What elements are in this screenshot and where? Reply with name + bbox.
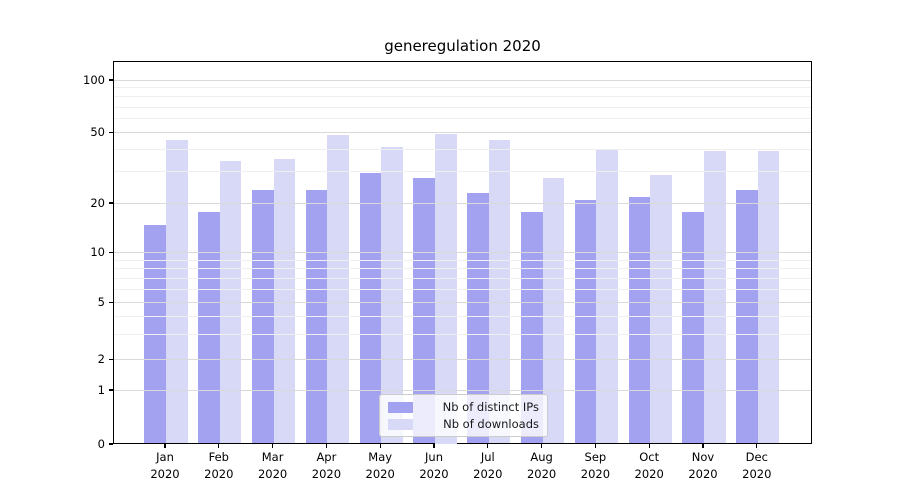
bar-distinct-ips-may	[359, 172, 382, 444]
major-gridline	[114, 302, 811, 304]
y-tick-label: 1	[97, 382, 105, 397]
legend-swatch-distinct-ips	[388, 401, 413, 413]
x-tick-mark	[379, 444, 381, 448]
bar-downloads-may	[381, 146, 403, 444]
y-tick-label: 5	[97, 295, 105, 310]
legend-label-distinct-ips: Nb of distinct IPs	[442, 400, 539, 414]
y-tick-label: 20	[90, 195, 105, 210]
minor-gridline	[114, 87, 811, 89]
y-tick-mark	[109, 389, 113, 391]
minor-gridline	[114, 315, 811, 317]
x-tick-label-jul: Jul 2020	[473, 450, 503, 481]
minor-gridline	[114, 106, 811, 108]
major-gridline	[114, 132, 811, 133]
y-tick-mark	[109, 131, 113, 134]
bar-distinct-ips-nov	[682, 211, 704, 444]
legend-entry-distinct-ips: Nb of distinct IPs	[388, 400, 539, 414]
minor-gridline	[114, 118, 811, 120]
bar-downloads-dec	[757, 150, 780, 444]
minor-gridline	[114, 96, 811, 98]
x-tick-label-feb: Feb 2020	[204, 450, 234, 481]
bar-downloads-nov	[704, 150, 726, 444]
y-tick-mark	[109, 202, 113, 204]
major-gridline	[114, 389, 811, 391]
x-tick-mark	[271, 444, 274, 448]
major-gridline	[114, 79, 811, 81]
x-tick-label-dec: Dec 2020	[742, 450, 772, 481]
chart-title: generegulation 2020	[384, 37, 541, 55]
minor-gridline	[114, 277, 811, 279]
x-tick-label-mar: Mar 2020	[257, 450, 288, 481]
x-tick-label-oct: Oct 2020	[634, 450, 664, 481]
x-tick-mark	[487, 444, 489, 448]
bar-downloads-jun	[435, 133, 457, 444]
x-tick-label-aug: Aug 2020	[526, 450, 557, 481]
y-tick-mark	[109, 302, 113, 304]
bar-downloads-aug	[542, 178, 565, 444]
y-tick-mark	[109, 358, 113, 360]
y-tick-mark	[109, 443, 113, 445]
x-tick-label-sep: Sep 2020	[580, 450, 611, 481]
x-tick-mark	[164, 444, 166, 448]
bar-downloads-mar	[273, 158, 296, 444]
bar-downloads-sep	[596, 148, 619, 444]
y-tick-label: 0	[97, 436, 105, 451]
bar-distinct-ips-sep	[574, 200, 597, 444]
x-tick-mark	[218, 444, 220, 448]
minor-gridline	[114, 289, 811, 291]
y-tick-label: 10	[90, 245, 105, 260]
y-tick-mark	[109, 79, 113, 81]
y-tick-mark	[109, 252, 113, 254]
x-tick-mark	[702, 444, 704, 448]
x-tick-mark	[540, 444, 543, 448]
bar-downloads-jul	[488, 139, 511, 444]
bar-distinct-ips-oct	[628, 196, 651, 444]
x-tick-mark	[756, 444, 758, 448]
legend: Nb of distinct IPs Nb of downloads	[379, 394, 548, 437]
x-tick-mark	[648, 444, 650, 448]
bar-distinct-ips-aug	[520, 211, 543, 444]
minor-gridline	[114, 171, 811, 173]
x-tick-mark	[325, 444, 328, 448]
minor-gridline	[114, 333, 811, 335]
legend-entry-downloads: Nb of downloads	[388, 417, 539, 431]
y-tick-label: 2	[97, 351, 105, 366]
bar-distinct-ips-feb	[198, 211, 220, 444]
minor-gridline	[114, 268, 811, 270]
major-gridline	[114, 358, 811, 360]
minor-gridline	[114, 259, 811, 261]
bar-distinct-ips-jul	[467, 193, 489, 444]
major-gridline	[114, 252, 811, 254]
x-tick-label-apr: Apr 2020	[311, 450, 342, 481]
bar-distinct-ips-jun	[413, 178, 435, 444]
bar-downloads-oct	[650, 175, 672, 444]
x-tick-label-jun: Jun 2020	[419, 450, 449, 481]
legend-swatch-downloads	[388, 418, 413, 430]
plot-area: Nb of distinct IPs Nb of downloads	[113, 61, 812, 444]
x-tick-label-nov: Nov 2020	[688, 450, 718, 481]
y-tick-label: 100	[83, 72, 105, 87]
minor-gridline	[114, 149, 811, 151]
major-gridline	[114, 202, 811, 204]
x-tick-label-jan: Jan 2020	[150, 450, 180, 481]
y-tick-label: 50	[90, 125, 105, 139]
x-tick-mark	[594, 444, 597, 448]
legend-label-downloads: Nb of downloads	[443, 417, 539, 431]
x-tick-label-may: May 2020	[365, 450, 395, 481]
x-tick-mark	[433, 444, 435, 448]
bar-downloads-jan	[166, 139, 188, 444]
